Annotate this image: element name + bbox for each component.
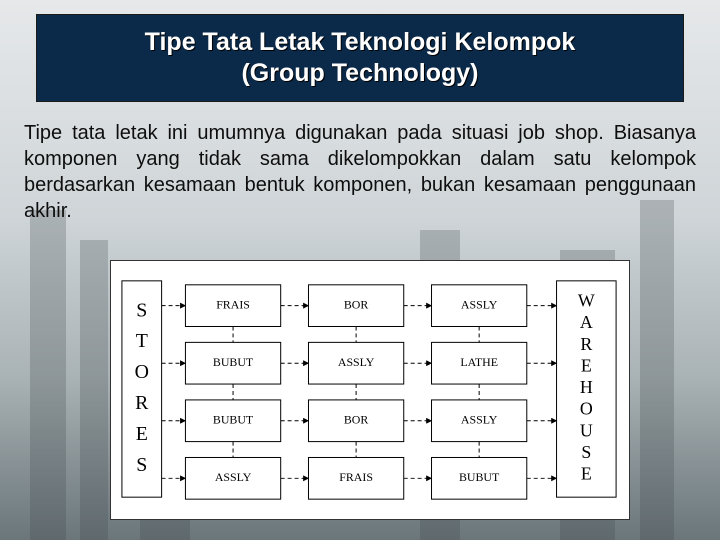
- svg-text:S: S: [581, 442, 591, 462]
- svg-text:T: T: [136, 330, 148, 352]
- svg-text:BUBUT: BUBUT: [459, 470, 500, 484]
- svg-text:S: S: [136, 454, 147, 476]
- svg-text:H: H: [580, 377, 593, 397]
- svg-text:BUBUT: BUBUT: [213, 412, 254, 426]
- svg-text:LATHE: LATHE: [460, 355, 498, 369]
- slide-title: Tipe Tata Letak Teknologi Kelompok (Grou…: [145, 27, 576, 90]
- svg-text:ASSLY: ASSLY: [461, 297, 498, 311]
- title-line-1: Tipe Tata Letak Teknologi Kelompok: [145, 28, 576, 56]
- svg-text:E: E: [581, 355, 592, 375]
- svg-text:A: A: [580, 312, 593, 332]
- svg-text:E: E: [136, 423, 148, 445]
- svg-text:W: W: [578, 291, 595, 311]
- svg-text:S: S: [136, 299, 147, 321]
- svg-text:BOR: BOR: [344, 412, 369, 426]
- diagram-svg: STORESWAREHOUSEFRAISBORASSLYBUBUTASSLYLA…: [111, 261, 629, 519]
- layout-diagram: STORESWAREHOUSEFRAISBORASSLYBUBUTASSLYLA…: [110, 260, 630, 520]
- svg-text:BUBUT: BUBUT: [213, 355, 254, 369]
- svg-text:O: O: [135, 361, 149, 383]
- svg-text:ASSLY: ASSLY: [461, 412, 498, 426]
- svg-text:R: R: [580, 334, 592, 354]
- title-bar: Tipe Tata Letak Teknologi Kelompok (Grou…: [36, 14, 684, 102]
- body-paragraph: Tipe tata letak ini umumnya digunakan pa…: [24, 120, 696, 224]
- svg-text:FRAIS: FRAIS: [339, 470, 373, 484]
- svg-text:R: R: [135, 392, 149, 414]
- svg-text:ASSLY: ASSLY: [338, 355, 375, 369]
- svg-text:O: O: [580, 399, 593, 419]
- slide: Tipe Tata Letak Teknologi Kelompok (Grou…: [0, 0, 720, 540]
- svg-text:E: E: [581, 464, 592, 484]
- svg-text:U: U: [580, 420, 593, 440]
- svg-text:FRAIS: FRAIS: [216, 297, 250, 311]
- svg-text:ASSLY: ASSLY: [215, 470, 252, 484]
- title-line-2: (Group Technology): [241, 59, 478, 87]
- svg-text:BOR: BOR: [344, 297, 369, 311]
